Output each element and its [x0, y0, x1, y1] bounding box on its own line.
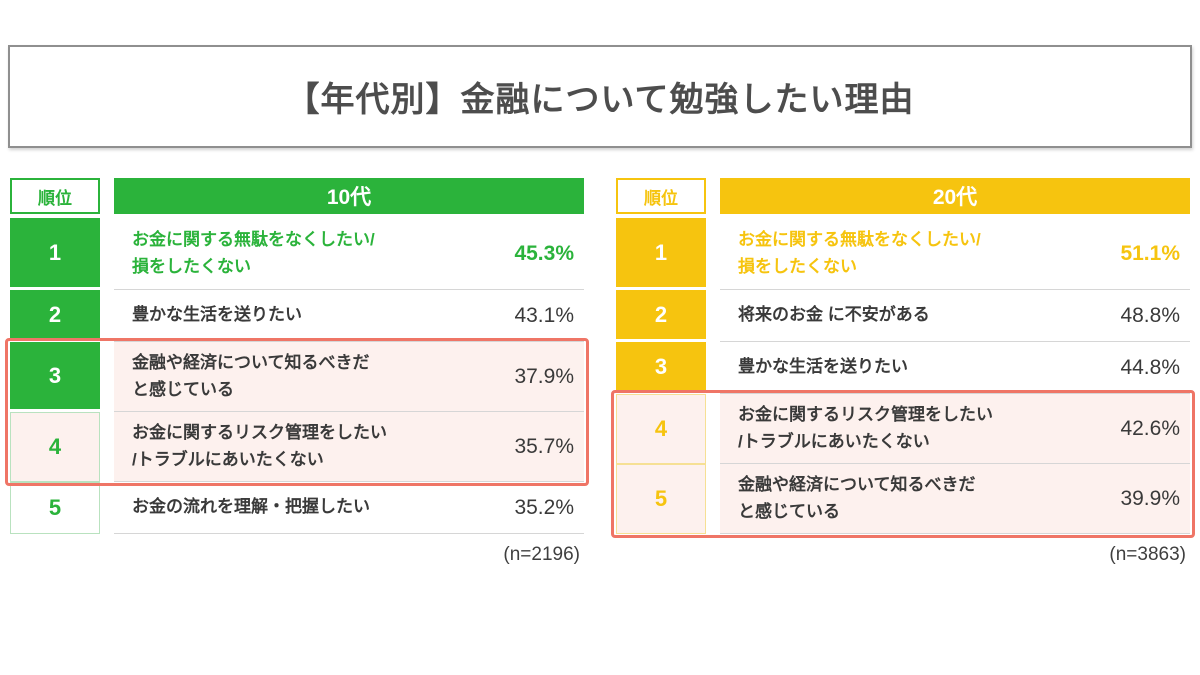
percentage-value: 43.1%	[514, 303, 574, 327]
title-box: 【年代別】金融について勉強したい理由	[8, 45, 1192, 148]
reason-label: お金の流れを理解・把握したい	[132, 497, 370, 517]
infographic-page: 【年代別】金融について勉強したい理由 順位 10代 1 お金に関する無駄をなくし…	[0, 45, 1200, 675]
table-row: 5 金融や経済について知るべきだ と感じている 39.9%	[616, 464, 1190, 534]
sample-size-label: (n=2196)	[503, 544, 580, 565]
reason-label: 金融や経済について知るべきだ と感じている	[738, 475, 976, 521]
table-row: 4 お金に関するリスク管理をしたい /トラブルにあいたくない 35.7%	[10, 412, 584, 482]
reason-label: お金に関する無駄をなくしたい/ 損をしたくない	[132, 230, 375, 276]
rank-cell: 5	[10, 482, 100, 534]
table-header-row: 順位 10代	[10, 178, 584, 214]
reason-label: 豊かな生活を送りたい	[132, 305, 302, 325]
rank-cell: 4	[616, 394, 706, 464]
table-row: 1 お金に関する無駄をなくしたい/ 損をしたくない 51.1%	[616, 218, 1190, 290]
rank-cell: 1	[10, 218, 100, 290]
row-content: お金に関する無駄をなくしたい/ 損をしたくない 51.1%	[720, 218, 1190, 290]
rank-cell: 4	[10, 412, 100, 482]
reason-label: 将来のお金 に不安がある	[738, 305, 930, 325]
row-content: 金融や経済について知るべきだ と感じている 37.9%	[114, 342, 584, 412]
table-row: 3 金融や経済について知るべきだ と感じている 37.9%	[10, 342, 584, 412]
percentage-value: 35.2%	[514, 495, 574, 519]
rank-cell: 5	[616, 464, 706, 534]
reason-label: お金に関するリスク管理をしたい /トラブルにあいたくない	[132, 423, 387, 469]
reason-label: お金に関する無駄をなくしたい/ 損をしたくない	[738, 230, 981, 276]
row-content: 金融や経済について知るべきだ と感じている 39.9%	[720, 464, 1190, 534]
percentage-value: 48.8%	[1120, 303, 1180, 327]
reason-label: 豊かな生活を送りたい	[738, 357, 908, 377]
table-row: 3 豊かな生活を送りたい 44.8%	[616, 342, 1190, 394]
table-row: 4 お金に関するリスク管理をしたい /トラブルにあいたくない 42.6%	[616, 394, 1190, 464]
row-content: お金に関するリスク管理をしたい /トラブルにあいたくない 35.7%	[114, 412, 584, 482]
table-row: 1 お金に関する無駄をなくしたい/ 損をしたくない 45.3%	[10, 218, 584, 290]
table-row: 2 将来のお金 に不安がある 48.8%	[616, 290, 1190, 342]
rank-column-header: 順位	[616, 178, 706, 214]
tables-container: 順位 10代 1 お金に関する無駄をなくしたい/ 損をしたくない 45.3% 2…	[5, 178, 1195, 566]
percentage-value: 44.8%	[1120, 355, 1180, 379]
percentage-value: 37.9%	[514, 364, 574, 388]
percentage-value: 35.7%	[514, 434, 574, 458]
table-age-20s: 順位 20代 1 お金に関する無駄をなくしたい/ 損をしたくない 51.1% 2…	[611, 178, 1195, 566]
reason-label: お金に関するリスク管理をしたい /トラブルにあいたくない	[738, 405, 993, 451]
row-content: お金の流れを理解・把握したい 35.2%	[114, 482, 584, 534]
percentage-value: 45.3%	[514, 241, 574, 265]
percentage-value: 39.9%	[1120, 486, 1180, 510]
rank-cell: 3	[10, 342, 100, 412]
rank-column-header: 順位	[10, 178, 100, 214]
table-row: 5 お金の流れを理解・把握したい 35.2%	[10, 482, 584, 534]
row-content: お金に関する無駄をなくしたい/ 損をしたくない 45.3%	[114, 218, 584, 290]
rank-cell: 2	[10, 290, 100, 342]
row-content: 豊かな生活を送りたい 44.8%	[720, 342, 1190, 394]
rank-cell: 2	[616, 290, 706, 342]
percentage-value: 51.1%	[1120, 241, 1180, 265]
row-content: 豊かな生活を送りたい 43.1%	[114, 290, 584, 342]
rank-cell: 1	[616, 218, 706, 290]
table-age-10s: 順位 10代 1 お金に関する無駄をなくしたい/ 損をしたくない 45.3% 2…	[5, 178, 589, 566]
table-header-row: 順位 20代	[616, 178, 1190, 214]
group-header-10s: 10代	[114, 178, 584, 214]
table-row: 2 豊かな生活を送りたい 43.1%	[10, 290, 584, 342]
reason-label: 金融や経済について知るべきだ と感じている	[132, 353, 370, 399]
group-header-20s: 20代	[720, 178, 1190, 214]
percentage-value: 42.6%	[1120, 416, 1180, 440]
rank-cell: 3	[616, 342, 706, 394]
row-content: お金に関するリスク管理をしたい /トラブルにあいたくない 42.6%	[720, 394, 1190, 464]
page-title: 【年代別】金融について勉強したい理由	[285, 81, 915, 119]
row-content: 将来のお金 に不安がある 48.8%	[720, 290, 1190, 342]
sample-size-label: (n=3863)	[1109, 544, 1186, 565]
